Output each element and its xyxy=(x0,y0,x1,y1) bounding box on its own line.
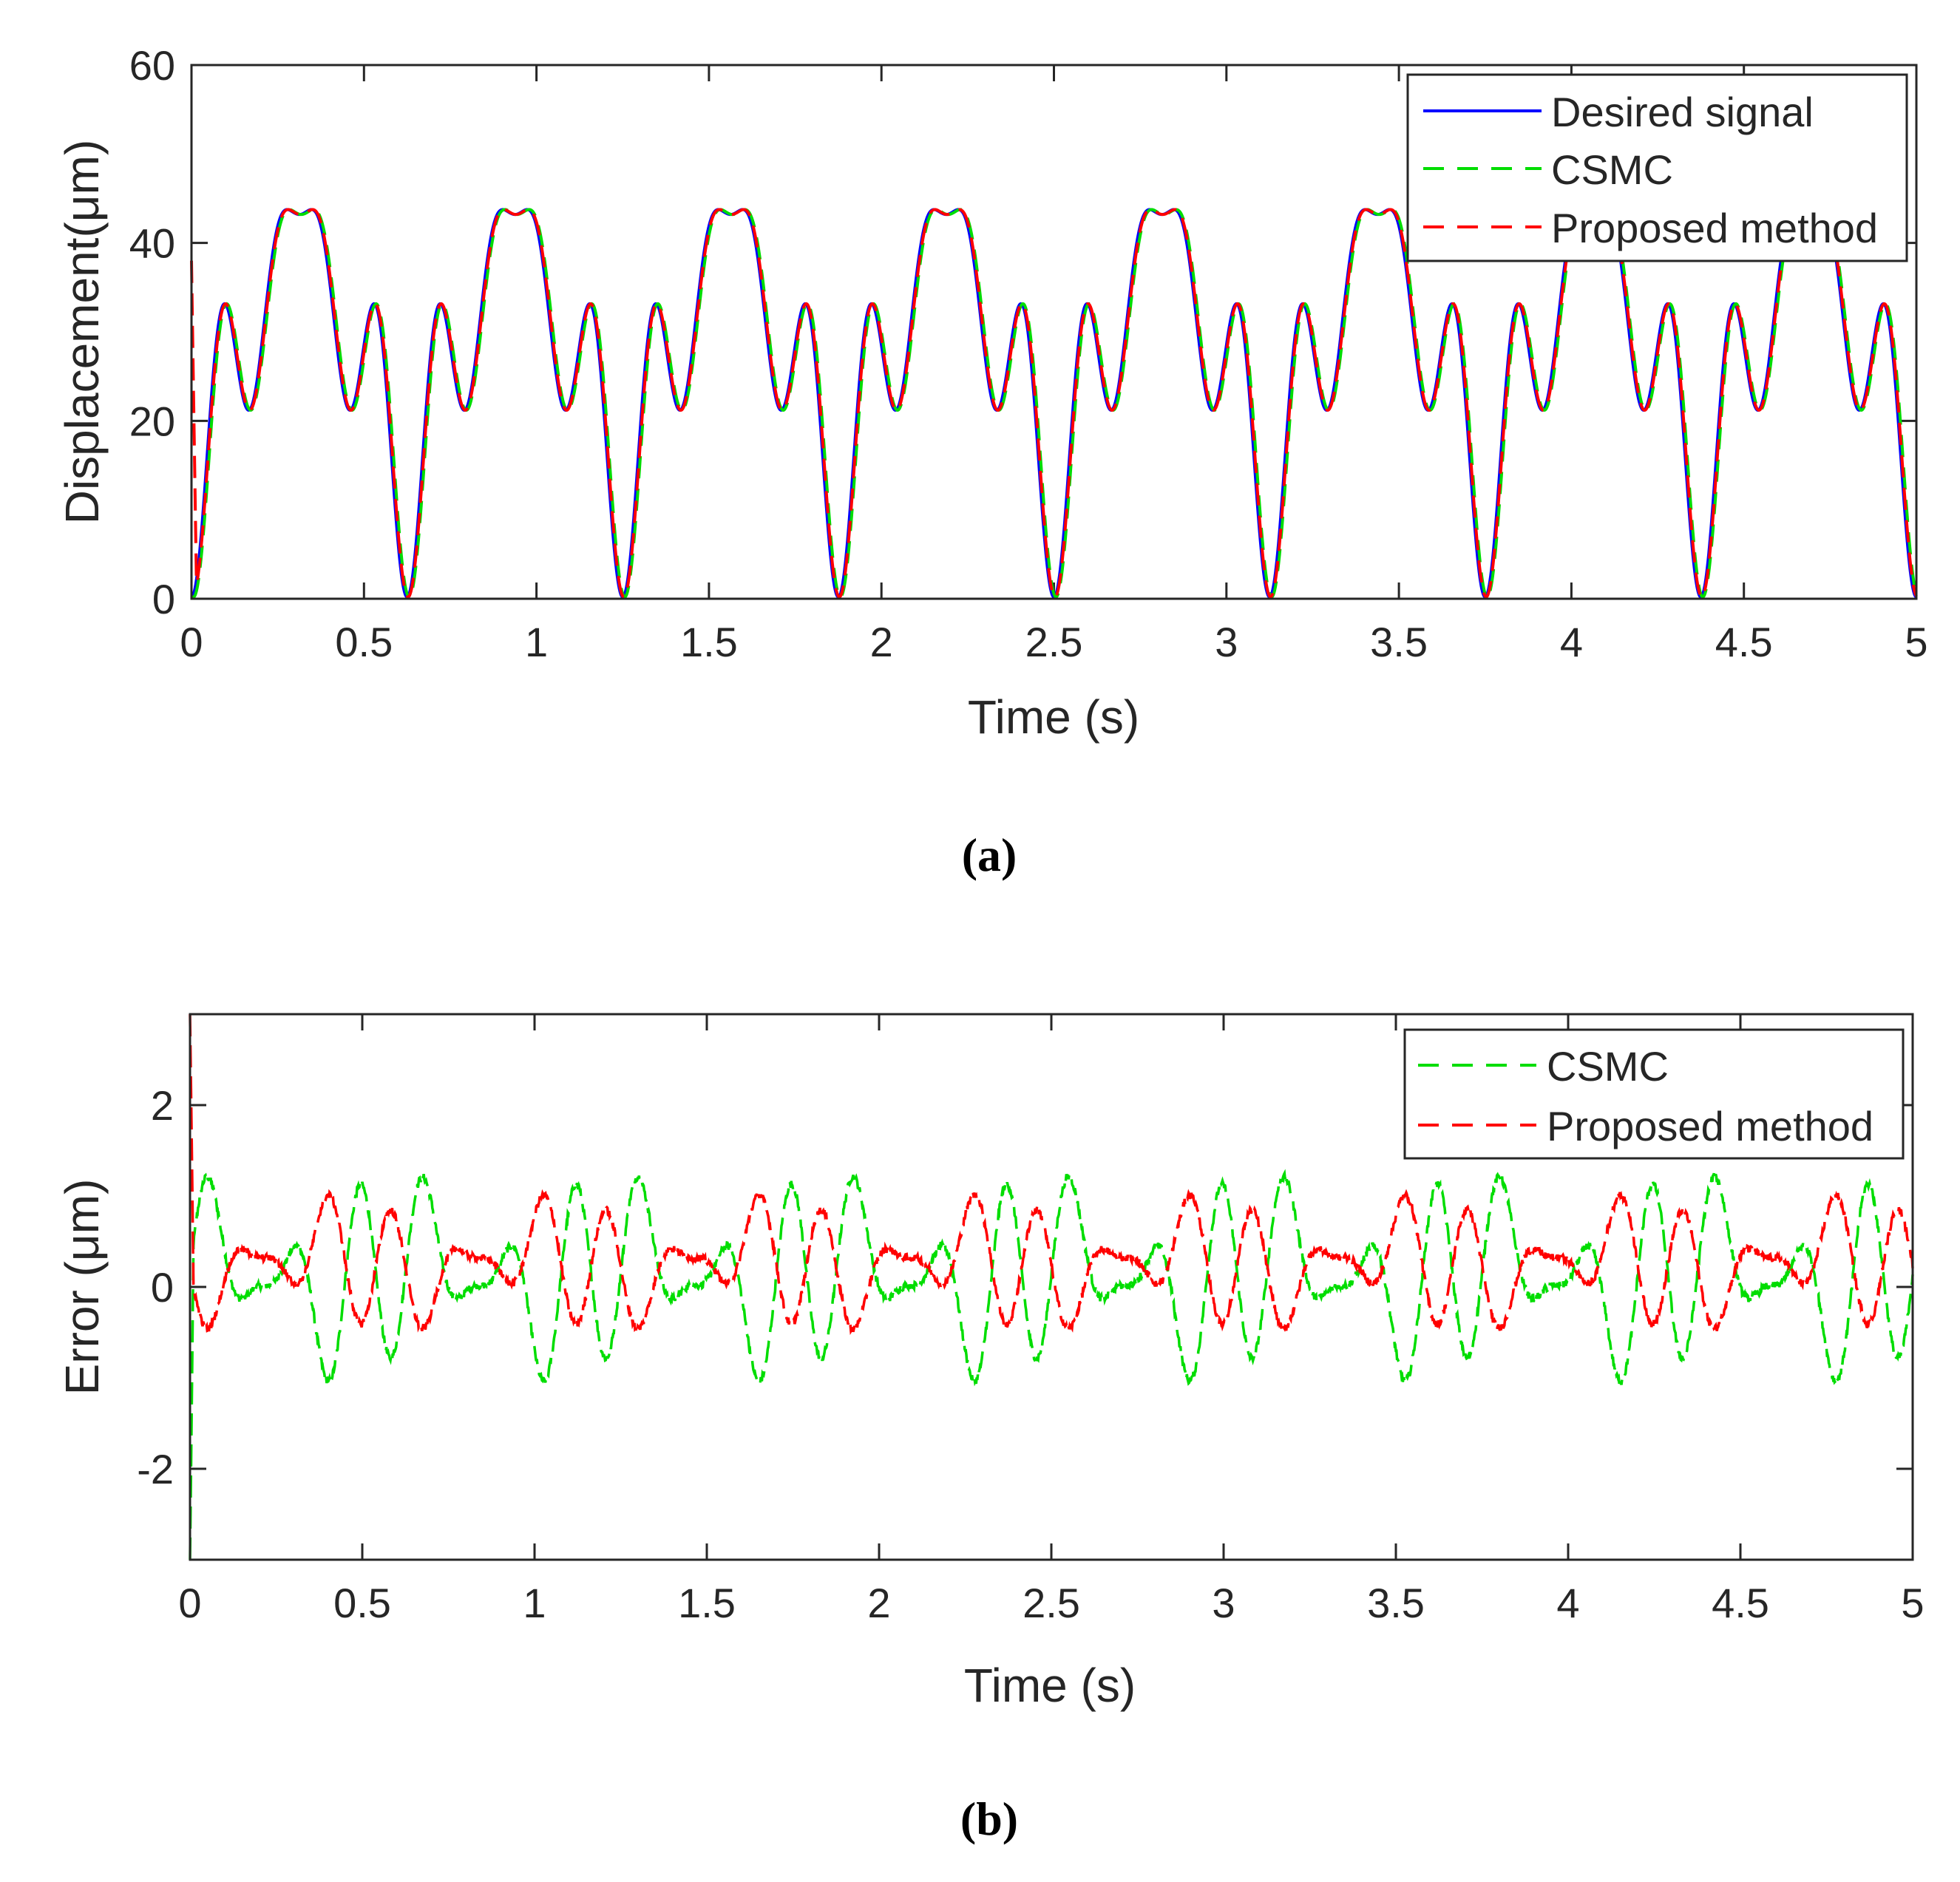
panel-a-series xyxy=(190,208,1918,599)
legend-label-csmc: CSMC xyxy=(1551,146,1673,193)
panel-a-legend-box xyxy=(1406,73,1908,262)
panel-b-caption: (b) xyxy=(960,1793,1018,1845)
y-tick-label: 60 xyxy=(129,42,175,89)
panel-b-chart: 0 0.5 1 1.5 2 2.5 3 3.5 4 4.5 5 -2 0 2 Time (s) Error… xyxy=(55,1013,1925,1845)
panel-a-chart: 0 0.5 1 1.5 2 2.5 3 3.5 4 4.5 5 0 20 40 60 Time (s) Di… xyxy=(55,42,1928,881)
x-tick-label: 1 xyxy=(523,1580,546,1626)
panel-b-axes-box xyxy=(189,1013,1914,1561)
y-tick-label: 0 xyxy=(152,576,175,622)
panel-a-axes-box xyxy=(190,64,1918,600)
panel-b-y-axis-label: Error (μm) xyxy=(55,1179,109,1396)
error-line-proposed-method xyxy=(189,1013,1914,1335)
y-tick-label: -2 xyxy=(137,1446,174,1492)
panel-b-ticks: 0 0.5 1 1.5 2 2.5 3 3.5 4 4.5 5 -2 0 2 xyxy=(137,1014,1925,1626)
x-tick-label: 0.5 xyxy=(335,619,393,665)
panel-b-x-axis-label: Time (s) xyxy=(964,1659,1136,1712)
legend-label-proposed-method: Proposed method xyxy=(1551,205,1878,251)
legend-label-proposed-method-b: Proposed method xyxy=(1547,1103,1873,1149)
x-tick-label: 3 xyxy=(1215,619,1238,665)
panel-b-legend-box xyxy=(1403,1028,1905,1160)
x-tick-label: 0 xyxy=(178,1580,201,1626)
x-tick-label: 0.5 xyxy=(333,1580,391,1626)
series-line-proposed-method xyxy=(190,208,1918,599)
x-tick-label: 3.5 xyxy=(1370,619,1428,665)
x-tick-label: 3.5 xyxy=(1367,1580,1425,1626)
x-tick-label: 5 xyxy=(1901,1580,1924,1626)
y-tick-label: 40 xyxy=(129,220,175,267)
panel-a-caption: (a) xyxy=(962,829,1017,881)
panel-a-ticks: 0 0.5 1 1.5 2 2.5 3 3.5 4 4.5 5 0 20 40 60 xyxy=(129,42,1928,665)
panel-b-legend: CSMC Proposed method xyxy=(1403,1028,1905,1160)
x-tick-label: 5 xyxy=(1905,619,1927,665)
y-tick-label: 2 xyxy=(151,1082,174,1129)
error-line-csmc xyxy=(189,1169,1914,1560)
panel-b-series xyxy=(189,1013,1914,1560)
panel-a-y-axis-label: Displacement(μm) xyxy=(55,140,109,525)
x-tick-label: 2 xyxy=(870,619,893,665)
x-tick-label: 1 xyxy=(525,619,548,665)
legend-label-csmc-b: CSMC xyxy=(1547,1043,1669,1090)
x-tick-label: 2.5 xyxy=(1023,1580,1080,1626)
panel-a-legend: Desired signal CSMC Proposed method xyxy=(1406,73,1908,262)
x-tick-label: 4.5 xyxy=(1712,1580,1769,1626)
x-tick-label: 0 xyxy=(180,619,203,665)
x-tick-label: 2 xyxy=(867,1580,890,1626)
x-tick-label: 1.5 xyxy=(680,619,738,665)
y-tick-label: 20 xyxy=(129,398,175,444)
y-tick-label: 0 xyxy=(151,1264,174,1311)
x-tick-label: 2.5 xyxy=(1025,619,1083,665)
x-tick-label: 3 xyxy=(1212,1580,1235,1626)
x-tick-label: 1.5 xyxy=(678,1580,736,1626)
x-tick-label: 4 xyxy=(1556,1580,1579,1626)
x-tick-label: 4.5 xyxy=(1715,619,1773,665)
panel-a-x-axis-label: Time (s) xyxy=(968,690,1139,744)
x-tick-label: 4 xyxy=(1560,619,1583,665)
legend-label-desired-signal: Desired signal xyxy=(1551,89,1814,135)
